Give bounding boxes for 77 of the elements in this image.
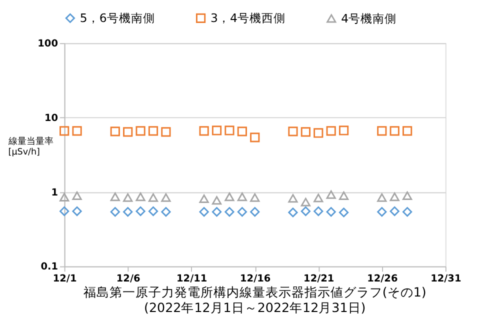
point — [300, 127, 310, 137]
point — [161, 207, 171, 217]
point — [60, 126, 70, 136]
point — [390, 192, 400, 202]
point — [314, 128, 324, 138]
point — [72, 191, 82, 200]
point — [199, 207, 209, 217]
x-tick-label: 12/21 — [304, 273, 334, 284]
point — [224, 207, 234, 217]
point — [60, 206, 70, 216]
point — [212, 207, 222, 217]
point — [237, 192, 247, 202]
point — [123, 127, 133, 137]
point — [161, 193, 171, 202]
point — [237, 126, 247, 136]
point — [338, 208, 349, 218]
point — [148, 193, 158, 202]
point — [326, 126, 336, 136]
point — [288, 126, 298, 136]
point — [250, 193, 260, 202]
text: (2022年12月1日～2022年12月31日) — [144, 300, 366, 316]
point — [72, 126, 82, 136]
point — [300, 198, 310, 206]
point — [402, 207, 412, 217]
legend-label: 4号機南側 — [341, 11, 397, 26]
point — [72, 206, 82, 216]
point — [250, 207, 260, 217]
point — [110, 192, 120, 202]
point — [110, 126, 120, 136]
point — [326, 190, 336, 199]
x-tick-label: 12/26 — [367, 273, 398, 284]
point — [123, 207, 133, 217]
point — [402, 191, 412, 200]
legend-label: 5，6号機南側 — [80, 11, 155, 26]
legend-label: 3，4号機西側 — [210, 11, 286, 26]
point — [250, 132, 260, 142]
y-tick-label: 0.1 — [40, 262, 58, 273]
point — [224, 126, 234, 136]
point — [212, 126, 222, 136]
x-tick-label: 12/11 — [176, 273, 208, 284]
x-tick-label: 12/31 — [430, 273, 462, 284]
point — [212, 196, 222, 205]
x-tick-label: 12/16 — [240, 273, 271, 284]
point — [288, 208, 298, 218]
point — [402, 126, 412, 136]
point — [148, 206, 158, 216]
point — [390, 206, 400, 216]
point — [377, 126, 387, 136]
point — [123, 193, 133, 202]
point — [110, 207, 120, 217]
y-tick-label: 10 — [44, 112, 58, 124]
point — [60, 192, 70, 202]
y-axis-title: 線量当量率 [μSv/h] — [7, 136, 54, 158]
x-tick-label: 12/6 — [116, 273, 140, 284]
point — [224, 192, 234, 202]
point — [199, 194, 209, 203]
point — [390, 126, 400, 136]
y-tick-label: 1 — [51, 187, 58, 198]
point — [314, 194, 324, 202]
text: 福島第一原子力発電所構内線量表示器指示値グラフ(その1) — [83, 284, 426, 300]
y-tick-label: 100 — [38, 38, 58, 50]
point — [199, 126, 209, 136]
point — [338, 126, 349, 136]
point — [161, 127, 171, 137]
point — [300, 206, 310, 216]
point — [237, 207, 247, 217]
point — [136, 206, 146, 216]
point — [136, 126, 146, 136]
x-tick-label: 12/1 — [52, 273, 77, 284]
point — [377, 207, 387, 217]
point — [326, 207, 336, 217]
point — [338, 191, 349, 200]
point — [377, 193, 387, 202]
point — [148, 126, 158, 136]
point — [314, 206, 324, 216]
point — [136, 192, 146, 202]
point — [288, 194, 298, 203]
